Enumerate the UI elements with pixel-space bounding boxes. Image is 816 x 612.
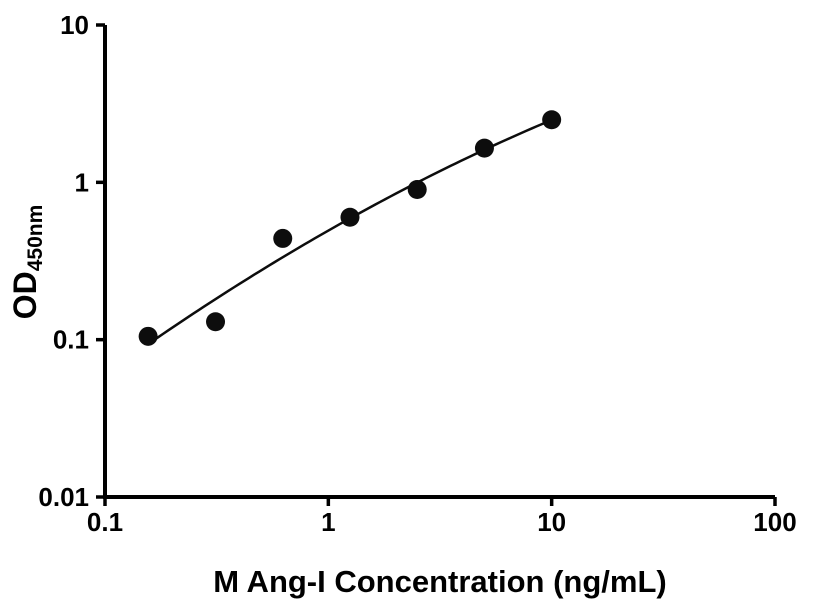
y-tick-label: 1 xyxy=(75,167,89,197)
x-tick-label: 10 xyxy=(537,507,566,537)
y-axis-title-subscript: 450nm xyxy=(24,205,47,272)
axis-lines xyxy=(103,25,775,499)
y-tick-label: 0.1 xyxy=(53,325,89,355)
data-point xyxy=(474,138,494,158)
data-point xyxy=(407,180,427,200)
x-tick-label: 100 xyxy=(753,507,796,537)
y-tick-label: 10 xyxy=(60,10,89,40)
y-axis-title: OD450nm xyxy=(7,205,47,320)
data-points-group xyxy=(138,110,562,346)
data-point xyxy=(542,110,562,130)
data-point xyxy=(273,228,293,248)
ticks-group xyxy=(96,23,777,506)
y-axis-title-main: OD xyxy=(7,271,43,319)
y-tick-label: 0.01 xyxy=(38,482,89,512)
data-point xyxy=(206,312,226,332)
x-tick-label: 1 xyxy=(321,507,335,537)
x-tick-label: 0.1 xyxy=(87,507,123,537)
data-point xyxy=(340,207,360,227)
x-axis-title: M Ang-I Concentration (ng/mL) xyxy=(213,564,666,599)
data-point xyxy=(138,326,158,346)
